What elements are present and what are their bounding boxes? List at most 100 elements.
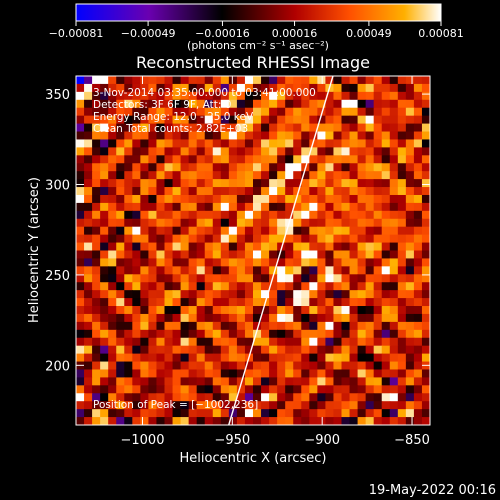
heatmap-cell	[373, 353, 383, 363]
heatmap-cell	[180, 401, 190, 410]
heatmap-cell	[349, 337, 359, 347]
heatmap-cell	[357, 171, 367, 180]
heatmap-cell	[172, 417, 182, 425]
heatmap-cell	[365, 155, 375, 164]
heatmap-cell	[405, 171, 415, 180]
heatmap-cell	[309, 171, 318, 180]
x-tick-label: −850	[394, 433, 430, 448]
heatmap-cell	[196, 226, 206, 236]
heatmap-cell	[196, 107, 206, 117]
heatmap-cell	[253, 242, 262, 252]
heatmap-cell	[317, 131, 327, 141]
heatmap-cell	[124, 313, 133, 323]
heatmap-cell	[373, 329, 383, 339]
heatmap-cell	[301, 226, 310, 236]
heatmap-cell	[325, 345, 335, 355]
heatmap-cell	[148, 139, 158, 148]
heatmap-cell	[253, 409, 262, 418]
heatmap-cell	[236, 242, 246, 252]
heatmap-cell	[381, 210, 391, 220]
heatmap-cell	[293, 274, 302, 283]
heatmap-cell	[92, 329, 101, 339]
heatmap-cell	[124, 337, 133, 347]
heatmap-cell	[172, 163, 182, 172]
heatmap-cell	[285, 393, 294, 402]
heatmap-cell	[309, 163, 318, 172]
observation-info-line: Energy Range: 12.0 - 25.0 keV	[93, 111, 254, 123]
heatmap-cell	[196, 99, 206, 109]
heatmap-cell	[76, 123, 85, 133]
heatmap-cell	[156, 171, 166, 180]
heatmap-cell	[228, 313, 238, 323]
heatmap-cell	[244, 179, 254, 188]
heatmap-cell	[333, 76, 343, 85]
heatmap-cell	[373, 234, 383, 244]
heatmap-cell	[413, 91, 423, 101]
heatmap-cell	[188, 369, 198, 379]
heatmap-cell	[140, 282, 150, 291]
heatmap-cell	[156, 306, 166, 315]
heatmap-cell	[349, 163, 359, 172]
heatmap-cell	[277, 337, 286, 347]
heatmap-cell	[253, 187, 262, 196]
heatmap-cell	[421, 282, 430, 291]
heatmap-cell	[325, 298, 335, 307]
heatmap-cell	[277, 306, 286, 315]
heatmap-cell	[381, 76, 391, 85]
heatmap-cell	[381, 393, 391, 402]
heatmap-cell	[140, 107, 150, 117]
heatmap-cell	[124, 353, 133, 363]
heatmap-cell	[341, 353, 351, 363]
heatmap-cell	[100, 282, 109, 291]
heatmap-cell	[204, 274, 214, 283]
heatmap-cell	[124, 250, 133, 260]
heatmap-cell	[413, 306, 423, 315]
colorbar-tick-label: −0.00049	[121, 27, 176, 40]
heatmap-cell	[325, 306, 335, 315]
heatmap-cell	[172, 242, 182, 252]
heatmap-cell	[100, 385, 109, 394]
heatmap-cell	[100, 76, 109, 85]
heatmap-cell	[421, 131, 430, 141]
heatmap-cell	[228, 76, 238, 85]
heatmap-cell	[333, 91, 343, 101]
heatmap-cell	[349, 147, 359, 156]
heatmap-cell	[389, 337, 399, 347]
heatmap-cell	[180, 210, 190, 220]
heatmap-cell	[405, 76, 415, 85]
heatmap-cell	[285, 91, 294, 101]
heatmap-cell	[180, 409, 190, 418]
heatmap-cell	[277, 282, 286, 291]
heatmap-cell	[116, 345, 125, 355]
colorbar-tick-label: 0.00016	[272, 27, 318, 40]
heatmap-cell	[309, 76, 318, 85]
heatmap-cell	[301, 218, 310, 228]
heatmap-cell	[228, 91, 238, 101]
heatmap-cell	[373, 337, 383, 347]
heatmap-cell	[349, 107, 359, 117]
heatmap-cell	[180, 131, 190, 141]
heatmap-cell	[116, 377, 125, 386]
heatmap-cell	[325, 226, 335, 236]
heatmap-cell	[317, 218, 327, 228]
heatmap-cell	[389, 282, 399, 291]
heatmap-cell	[148, 107, 158, 117]
heatmap-cell	[204, 171, 214, 180]
heatmap-cell	[301, 179, 310, 188]
heatmap-cell	[156, 258, 166, 267]
heatmap-cell	[228, 147, 238, 156]
heatmap-cell	[325, 369, 335, 379]
heatmap-cell	[100, 290, 109, 299]
colorbar-tick-label: −0.00081	[49, 27, 104, 40]
heatmap-cell	[349, 290, 359, 299]
heatmap-cell	[172, 139, 182, 148]
heatmap-cell	[301, 171, 310, 180]
heatmap-cell	[253, 179, 262, 188]
heatmap-cell	[317, 361, 327, 371]
heatmap-cell	[204, 139, 214, 148]
heatmap-cell	[381, 147, 391, 156]
heatmap-cell	[156, 329, 166, 339]
heatmap-cell	[405, 321, 415, 331]
heatmap-cell	[84, 218, 93, 228]
heatmap-cell	[397, 107, 407, 117]
